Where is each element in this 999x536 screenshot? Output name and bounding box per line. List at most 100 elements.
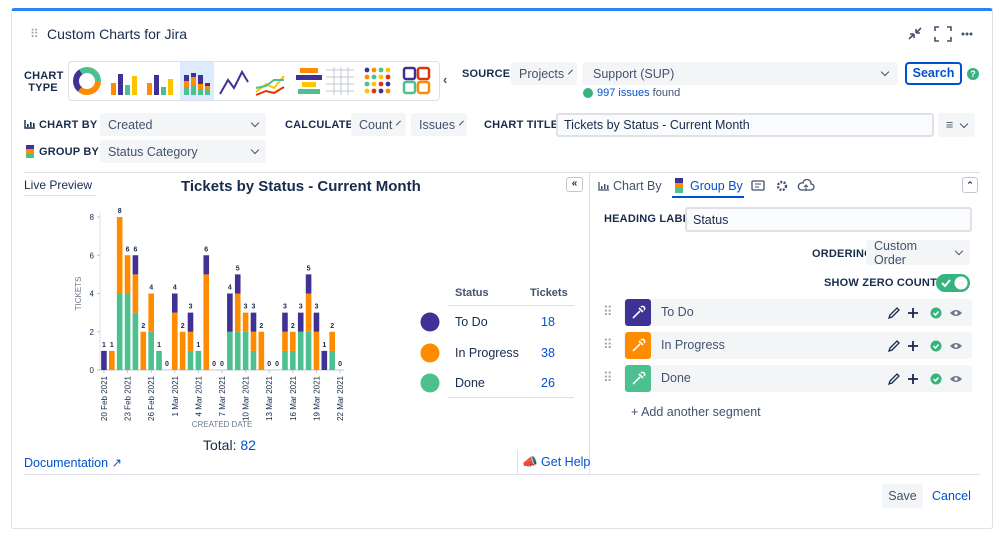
segment-drag-handle[interactable]: ⠿	[603, 304, 613, 319]
chart: 0 2 4 6 8 TICKETS CREATED DATE 1 20 Feb 2021 1 8 6 2…	[74, 208, 345, 429]
bar-segment	[297, 331, 304, 370]
bar-total-label: 2	[181, 323, 185, 330]
bar-total-label: 2	[330, 323, 334, 330]
icon-shape	[73, 67, 101, 95]
bar-total-label: 5	[307, 265, 311, 272]
source-dropdown[interactable]: Support (SUP)	[582, 62, 898, 85]
zero-counts-toggle[interactable]	[936, 274, 970, 292]
bar-segment	[203, 255, 210, 275]
check-mark	[932, 344, 940, 350]
check-mark	[932, 377, 940, 383]
bar-segment	[305, 331, 312, 370]
add-segment[interactable]: + Add another segment	[631, 405, 761, 419]
chart-title: Tickets by Status - Current Month	[181, 178, 421, 195]
icon-shape	[191, 85, 196, 95]
chart-by-tab-icon	[598, 182, 609, 191]
bar-segment	[234, 293, 241, 332]
chart-type-icons[interactable]	[70, 62, 440, 100]
icon-shape	[298, 89, 320, 94]
group-by-tab[interactable]: Group By	[690, 179, 743, 193]
icon-shape	[378, 88, 384, 94]
drag-handle[interactable]: ⠿	[30, 27, 39, 41]
search-button[interactable]: Search	[905, 62, 962, 85]
icon-shape	[255, 79, 284, 89]
bar-segment	[227, 293, 233, 332]
bar-segment	[290, 331, 296, 351]
visible-check	[930, 307, 942, 319]
x-tick-label: 10 Mar 2021	[242, 375, 251, 420]
cancel-button[interactable]: Cancel	[932, 489, 971, 503]
x-tick-label: 22 Mar 2021	[336, 375, 345, 420]
bar-segment	[132, 274, 139, 313]
bar-segment	[282, 312, 288, 332]
x-axis-label: CREATED DATE	[192, 420, 253, 429]
icon-shape	[184, 75, 189, 81]
eye-pupil	[954, 344, 958, 348]
add-segment-text: Add another segment	[641, 405, 761, 419]
legend-swatch	[420, 312, 440, 332]
y-tick-label: 4	[90, 290, 95, 299]
chart-by-tab[interactable]: Chart By	[613, 179, 662, 193]
collapse-panel-button[interactable]: ⌃	[962, 177, 978, 193]
calculate-value: Count	[359, 117, 393, 132]
calculate-dropdown[interactable]: Count	[351, 113, 406, 136]
icon-shape	[371, 88, 377, 94]
icon-shape	[184, 87, 189, 95]
bar-segment	[282, 350, 288, 370]
bar-total-label: 4	[149, 285, 153, 292]
bar-total-label: 8	[118, 208, 122, 215]
legend-swatch	[420, 373, 440, 393]
segment-drag-handle[interactable]: ⠿	[603, 370, 613, 385]
x-tick-label: 13 Mar 2021	[265, 375, 274, 420]
source-type-dropdown[interactable]: Projects	[511, 62, 577, 85]
heading-input[interactable]: Status	[685, 207, 972, 232]
chart-by-dropdown[interactable]: Created	[100, 113, 266, 136]
x-tick-label: 23 Feb 2021	[124, 375, 133, 420]
x-tick-label: 20 Feb 2021	[100, 375, 109, 420]
bar-total-label: 2	[259, 323, 263, 330]
ordering-dropdown[interactable]: Custom Order	[866, 238, 970, 267]
window-controls[interactable]	[905, 25, 980, 43]
bar-total-label: 6	[204, 246, 208, 253]
documentation-link[interactable]: Documentation ↗	[24, 456, 123, 470]
segment-color	[625, 332, 651, 359]
title-align-dropdown[interactable]: ≡	[938, 113, 975, 137]
get-help-link[interactable]: 📣 Get Help	[522, 455, 591, 469]
group-by-label: GROUP BY	[39, 146, 100, 158]
calculate-of-dropdown[interactable]: Issues	[411, 113, 467, 136]
bar-segment	[124, 293, 131, 370]
scroll-left[interactable]: ‹	[443, 72, 448, 87]
bar-total-label: 4	[173, 285, 177, 292]
icon-shape	[111, 83, 116, 95]
ordering-value: Custom Order	[874, 238, 918, 267]
bar-segment	[148, 331, 154, 370]
calculate-label: CALCULATE	[285, 119, 354, 131]
segment-actions[interactable]	[886, 338, 966, 354]
source-type: Projects	[519, 66, 565, 81]
chart-title-input[interactable]: Tickets by Status - Current Month	[556, 113, 934, 137]
visible-check	[930, 340, 942, 352]
bar-total-label: 6	[133, 246, 137, 253]
panel-tab-icons[interactable]	[751, 179, 817, 193]
icon-shape	[371, 67, 377, 73]
bar-segment	[171, 293, 178, 313]
total-value: 82	[240, 437, 256, 453]
help-icon[interactable]: ?	[967, 68, 979, 80]
save-button[interactable]: Save	[882, 484, 923, 508]
bar-segment	[297, 312, 304, 332]
segment-drag-handle[interactable]: ⠿	[603, 337, 613, 352]
segment-color	[625, 365, 651, 392]
table-line	[448, 305, 574, 306]
chart-title-label: CHART TITLE	[484, 119, 559, 131]
segment-actions[interactable]	[886, 305, 966, 321]
zero-counts-label: SHOW ZERO COUNTS	[824, 277, 945, 289]
divider	[24, 474, 980, 475]
live-preview-tab[interactable]: Live Preview	[24, 178, 93, 192]
bar-segment	[179, 331, 186, 370]
segment-actions[interactable]	[886, 371, 966, 387]
group-by-dropdown[interactable]: Status Category	[100, 140, 266, 163]
issues-link[interactable]: 997 issues	[597, 87, 650, 99]
icon-shape	[161, 87, 166, 95]
legend-name: Done	[455, 376, 485, 390]
collapse-button[interactable]: «	[566, 177, 583, 192]
